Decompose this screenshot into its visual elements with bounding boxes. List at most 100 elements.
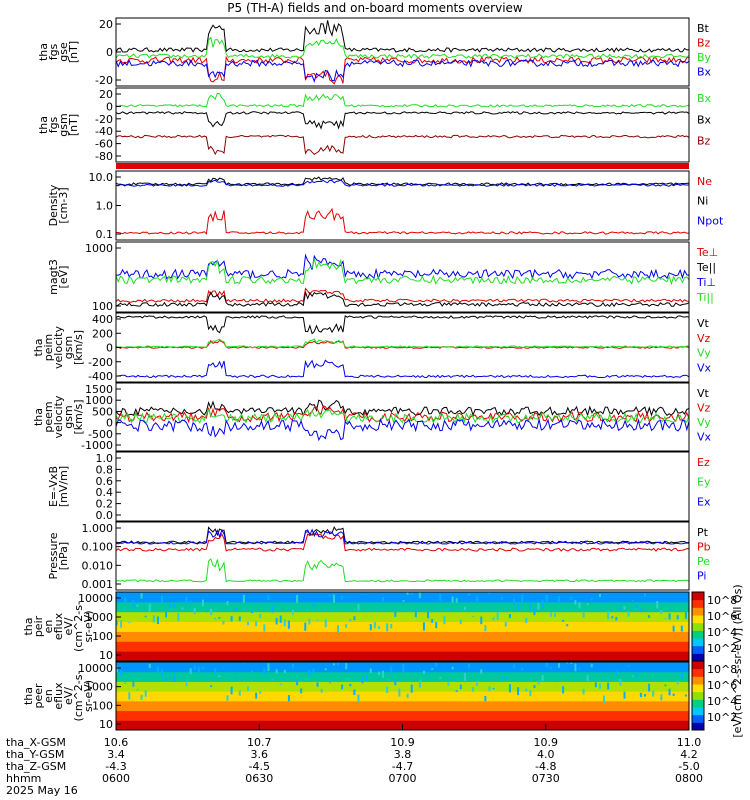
spectrogram-texture bbox=[615, 671, 618, 676]
spectrogram-texture bbox=[447, 682, 450, 686]
spectrogram-texture bbox=[279, 615, 282, 623]
y-axis-label-line: gse bbox=[57, 42, 70, 62]
y-axis-label-line: [km/s] bbox=[72, 399, 85, 434]
legend-entry: Vx bbox=[697, 361, 712, 374]
legend-entry: Ez bbox=[697, 456, 710, 469]
spectrogram-texture bbox=[480, 616, 483, 625]
y-tick-label: 1000 bbox=[85, 242, 113, 255]
spectrogram-texture bbox=[680, 672, 683, 680]
spectrogram-band bbox=[116, 592, 689, 603]
spectrogram-texture bbox=[353, 616, 356, 621]
spectrogram-texture bbox=[500, 676, 503, 680]
spectrogram-texture bbox=[382, 596, 385, 602]
page-title: P5 (TH-A) fields and on-board moments ov… bbox=[227, 1, 523, 15]
y-tick-label: 0 bbox=[106, 100, 113, 113]
spectrogram-texture bbox=[218, 675, 221, 678]
spectrogram-texture bbox=[664, 684, 667, 687]
spectrogram-texture bbox=[291, 664, 294, 669]
spectrogram-texture bbox=[210, 685, 213, 688]
spectrogram-texture bbox=[422, 622, 425, 631]
y-tick-label: 1000 bbox=[85, 681, 113, 694]
spectrogram-texture bbox=[635, 603, 638, 609]
colorbar-segment bbox=[692, 615, 704, 624]
spectrogram-texture bbox=[529, 604, 532, 613]
spectrogram-texture bbox=[234, 607, 237, 612]
y-axis-label-line: fgs bbox=[47, 116, 60, 133]
y-axis-label-line: tha bbox=[37, 43, 50, 61]
spectrogram-band bbox=[116, 671, 689, 682]
spectrogram-texture bbox=[639, 608, 642, 613]
spectrogram-texture bbox=[169, 602, 172, 609]
spectrogram-texture bbox=[386, 686, 389, 693]
spectrogram-texture bbox=[533, 685, 536, 689]
spectrogram-texture bbox=[275, 617, 278, 625]
spectrogram-texture bbox=[652, 690, 655, 697]
spectrogram-texture bbox=[390, 666, 393, 675]
spectrogram-texture bbox=[623, 691, 626, 699]
series-line bbox=[115, 399, 690, 417]
colorbar-segment bbox=[692, 592, 704, 601]
spectrogram-texture bbox=[312, 601, 315, 607]
spectrogram-texture bbox=[656, 601, 659, 609]
spectrogram-texture bbox=[525, 617, 528, 624]
spectrogram-texture bbox=[369, 624, 372, 631]
series-line bbox=[115, 258, 690, 286]
y-tick-label: 1500 bbox=[85, 383, 113, 396]
legend-entry: Vz bbox=[697, 402, 711, 415]
spectrogram-texture bbox=[431, 668, 434, 670]
y-axis-label-line: velocity bbox=[52, 395, 65, 438]
spectrogram-texture bbox=[553, 612, 556, 617]
spectrogram-texture bbox=[304, 622, 307, 631]
spectrogram-texture bbox=[165, 611, 168, 618]
spectrogram-texture bbox=[594, 682, 597, 688]
colorbar-segment bbox=[692, 684, 704, 693]
spectrogram-texture bbox=[193, 607, 196, 615]
x-tick-label: 0630 bbox=[245, 772, 273, 785]
y-axis-label-line: eV/ bbox=[62, 687, 75, 705]
spectrogram-texture bbox=[455, 597, 458, 603]
spectrogram-texture bbox=[328, 682, 331, 684]
legend-entry: Pt bbox=[697, 526, 709, 539]
y-tick-label: 20 bbox=[99, 88, 113, 101]
spectrogram-texture bbox=[680, 625, 683, 632]
panel-frame bbox=[115, 170, 690, 241]
series-line bbox=[115, 111, 690, 130]
colorbar-tick-label: 10^6 bbox=[707, 610, 737, 623]
x-tick-label: 3.4 bbox=[107, 748, 125, 761]
spectrogram-band bbox=[116, 651, 689, 662]
spectrogram-texture bbox=[549, 667, 552, 669]
y-axis-label: Pressure[nPa] bbox=[47, 532, 70, 579]
series-line bbox=[115, 532, 690, 552]
spectrogram-texture bbox=[128, 692, 131, 700]
spectrogram-texture bbox=[611, 616, 614, 619]
colorbar-segment bbox=[692, 599, 704, 608]
spectrogram-texture bbox=[513, 598, 516, 605]
x-row-label: tha_Y-GSM bbox=[6, 748, 65, 761]
x-row-label: tha_X-GSM bbox=[6, 736, 66, 749]
spectrogram-texture bbox=[173, 674, 176, 682]
colorbar-segment bbox=[692, 630, 704, 639]
y-tick-label: -60 bbox=[95, 138, 113, 151]
spectrogram-texture bbox=[214, 668, 217, 675]
spectrogram-texture bbox=[328, 594, 331, 597]
x-tick-label: 0600 bbox=[102, 772, 130, 785]
series-line bbox=[115, 287, 690, 303]
legend-entry: Bz bbox=[697, 135, 711, 148]
x-tick-label: 0700 bbox=[389, 772, 417, 785]
y-axis-label-line: Pressure bbox=[47, 532, 60, 579]
spectrogram-texture bbox=[365, 674, 368, 682]
separator-bar bbox=[116, 163, 689, 169]
legend-entry: Ey bbox=[697, 476, 711, 489]
spectrogram-texture bbox=[652, 602, 655, 604]
colorbar-segment bbox=[692, 699, 704, 708]
colorbar-label: [eV/(cm^2-s-sr-eV)] (All Qs) bbox=[731, 584, 744, 737]
spectrogram-texture bbox=[226, 695, 229, 701]
legend-entry: By bbox=[697, 51, 712, 64]
colorbar-tick-label: 10^6 bbox=[707, 679, 737, 692]
series-line bbox=[115, 20, 690, 53]
series-line bbox=[115, 176, 690, 186]
spectrogram-texture bbox=[418, 592, 421, 599]
colorbar-segment bbox=[692, 638, 704, 647]
y-axis-label-line: sr-eV) bbox=[82, 610, 95, 642]
